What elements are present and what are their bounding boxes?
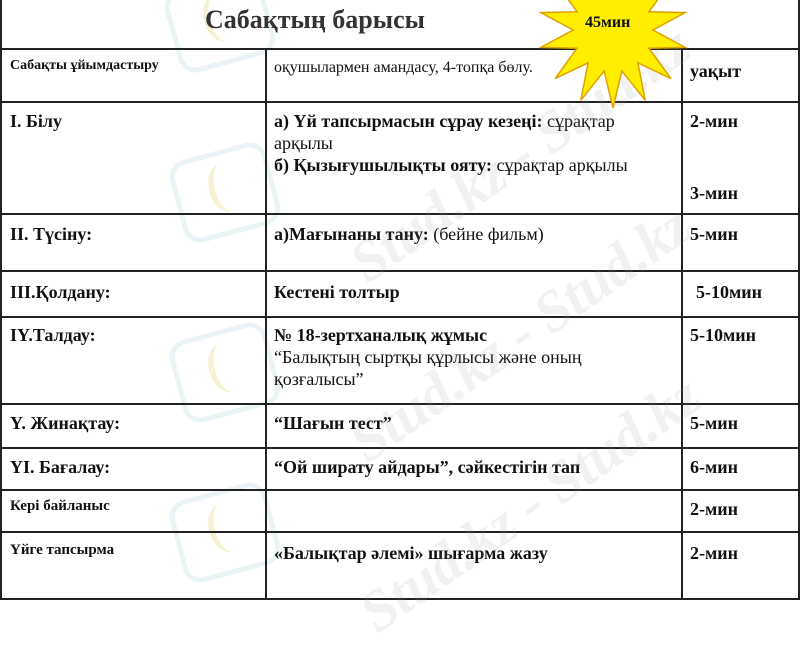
stage-label: II. Түсіну:: [10, 224, 93, 244]
stage-content: оқушылармен амандасу, 4-топқа бөлу.: [274, 59, 533, 76]
time-value: 2-мин: [690, 111, 738, 131]
time-value: 2-мин: [690, 499, 738, 519]
content-bold: № 18-зертханалық жұмыс: [274, 325, 488, 345]
time-value: 5-10мин: [690, 325, 756, 345]
content-a-bold: а) Үй тапсырмасын сұрау кезеңі:: [274, 111, 543, 131]
time-value: 3-мин: [690, 183, 738, 203]
page-title: Сабақтың барысы: [205, 5, 425, 34]
content-bold: “Шағын тест”: [274, 413, 392, 433]
time-value: 5-мин: [690, 224, 738, 244]
time-value: 2-мин: [690, 543, 738, 563]
content-bold: а)Мағынаны тану:: [274, 224, 429, 244]
stage-label: Сабақты ұйымдастыру: [10, 58, 159, 73]
stage-label: I. Білу: [10, 111, 63, 131]
time-value: 5-10мин: [696, 282, 762, 302]
duration-badge-label: 45мин: [585, 14, 631, 31]
content-bold: «Балықтар әлемі» шығарма жазу: [274, 543, 548, 563]
content-bold: Кестені толтыр: [274, 282, 400, 302]
content-a-normal: сұрақтар арқылы: [274, 111, 615, 153]
time-value: 6-мин: [690, 457, 738, 477]
content-bold: “Ой ширату айдары”, сәйкестігін тап: [274, 457, 581, 477]
starburst-badge: [537, 0, 689, 109]
content-normal: (бейне фильм): [428, 224, 544, 244]
stage-label: IY.Талдау:: [10, 325, 96, 345]
content-normal: “Балықтың сыртқы құрлысы және оның қозға…: [274, 347, 582, 389]
time-header: уақыт: [690, 61, 742, 81]
stage-label: Y. Жинақтау:: [10, 413, 121, 433]
content-b-bold: б) Қызығушылықты ояту:: [274, 155, 492, 175]
time-value: 5-мин: [690, 413, 738, 433]
stage-label: III.Қолдану:: [10, 282, 111, 302]
content-b-normal: сұрақтар арқылы: [492, 155, 628, 175]
stage-label: YI. Бағалау:: [10, 457, 111, 477]
stage-label: Кері байланыс: [10, 498, 110, 514]
stage-label: Үйге тапсырма: [10, 542, 115, 558]
